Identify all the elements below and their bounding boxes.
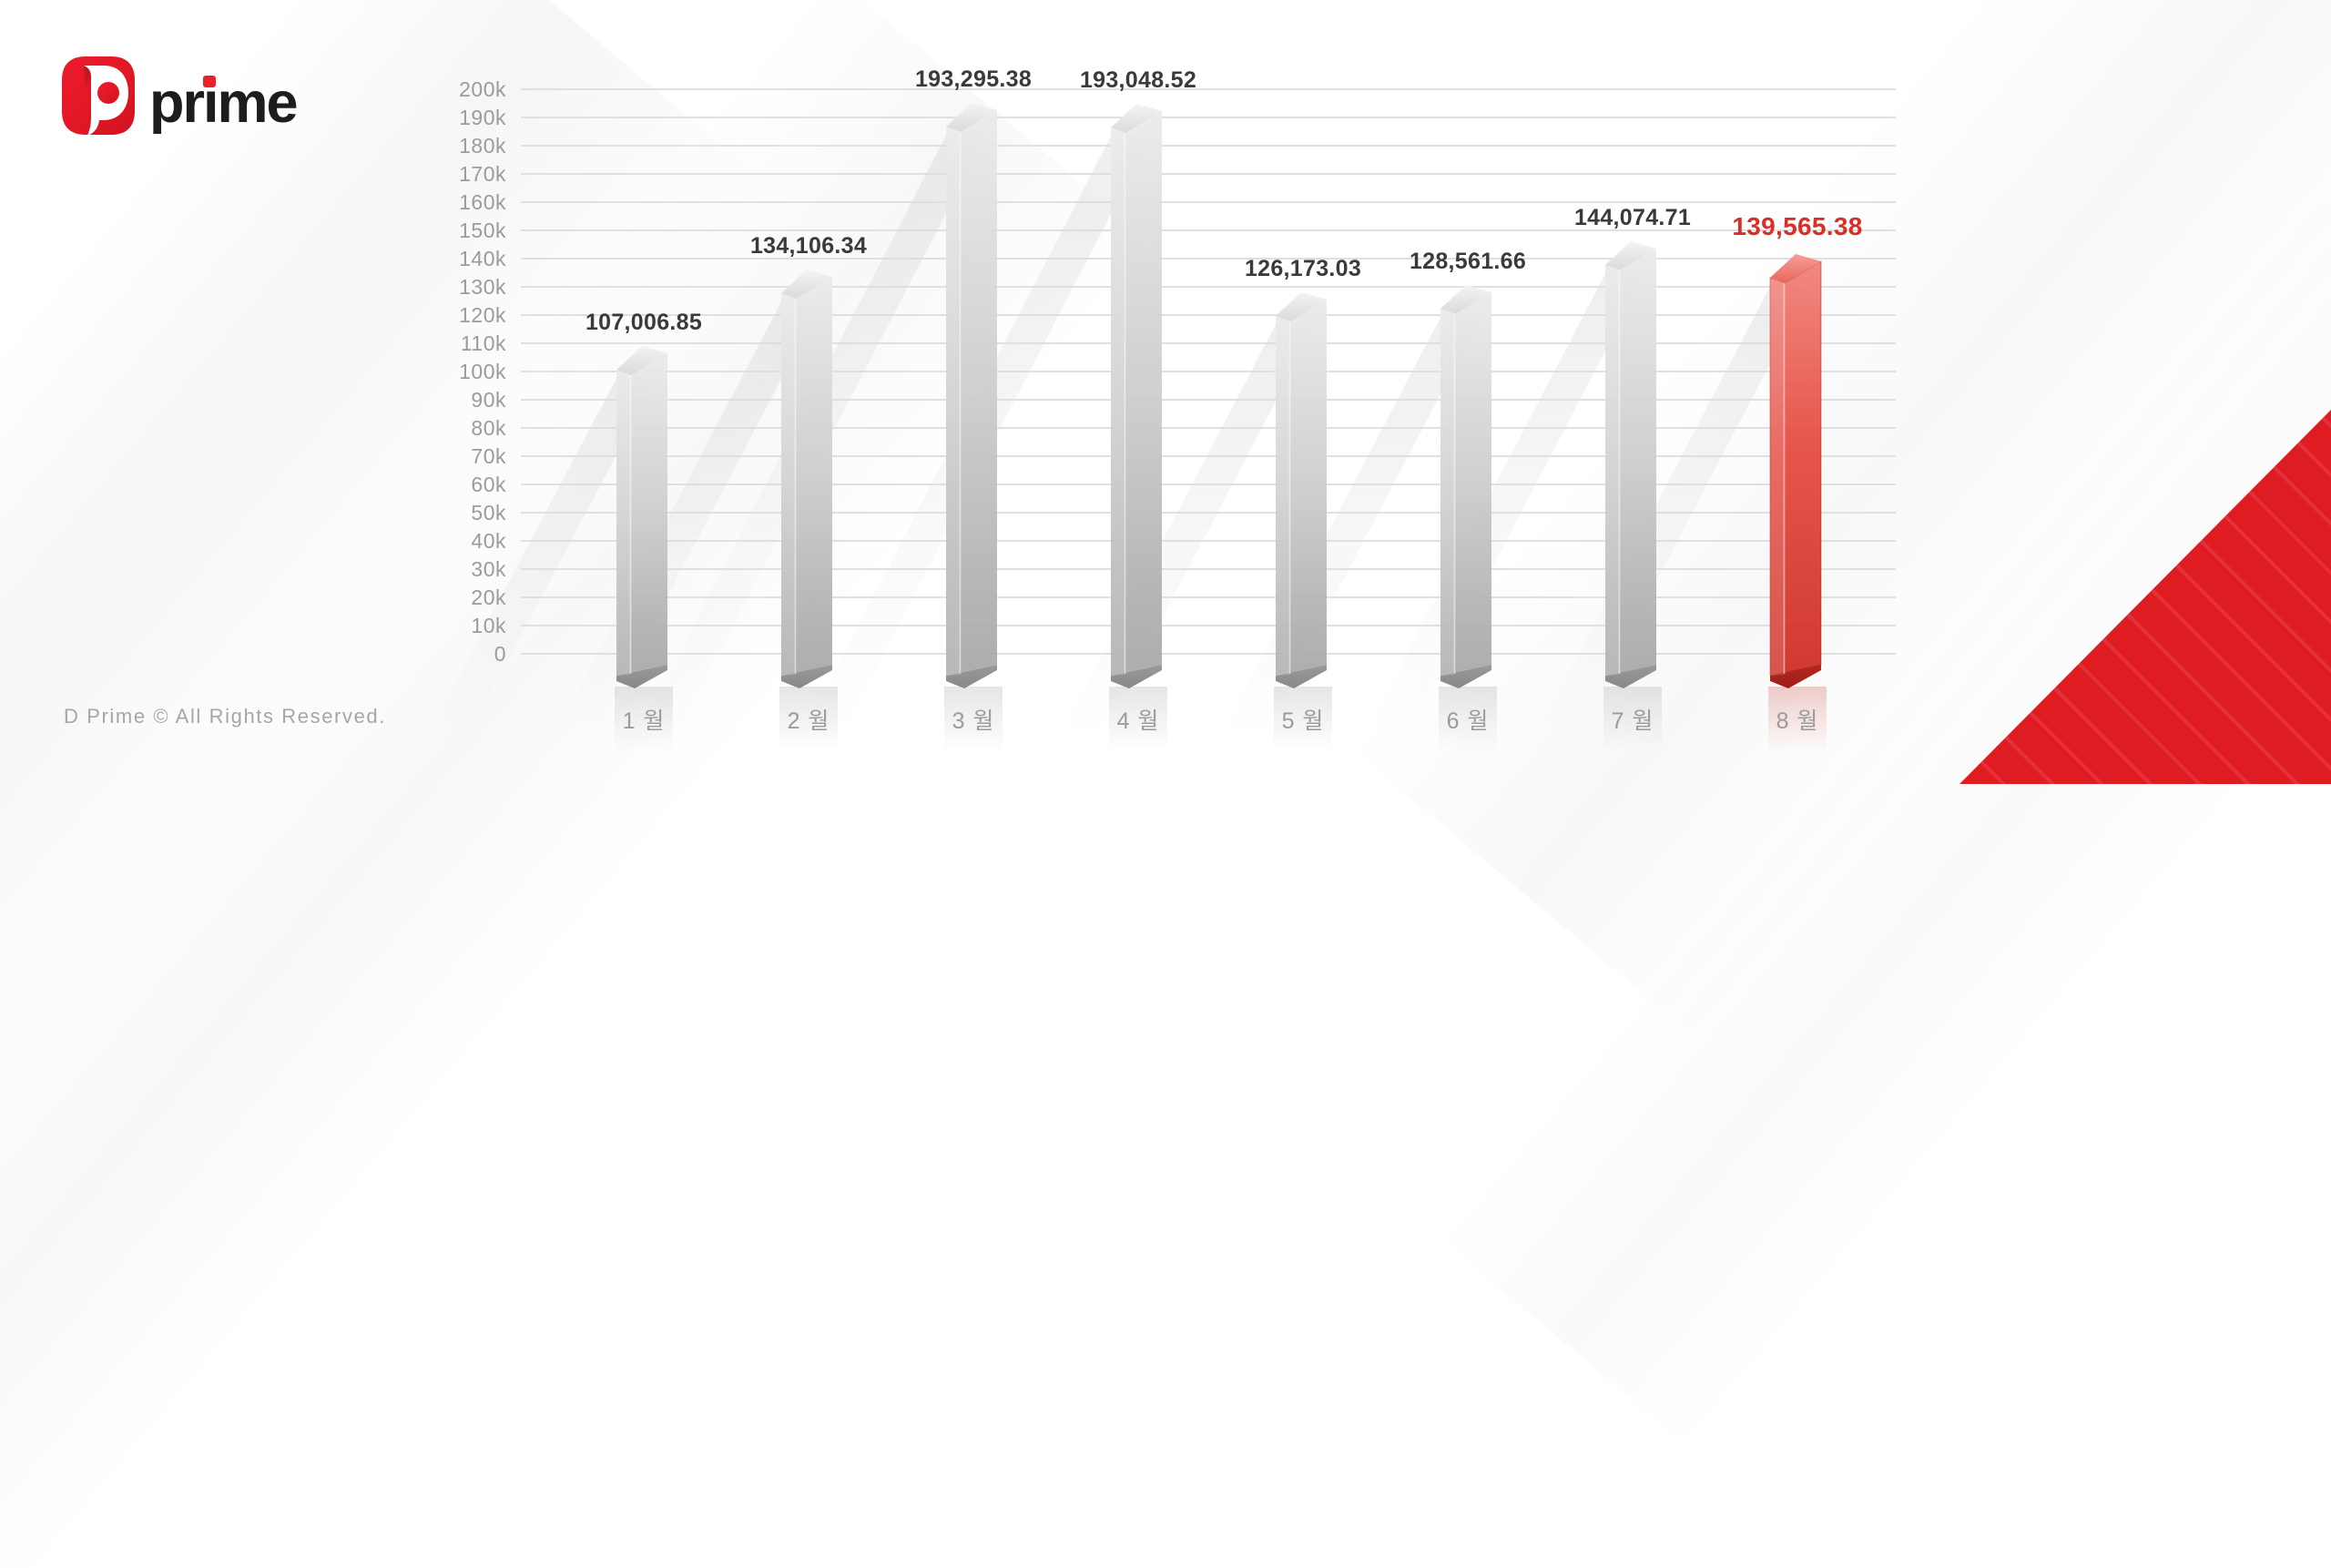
bar-front-face [781, 277, 832, 676]
bar-cast-shadow [433, 372, 655, 736]
bar-bottom-face [1276, 665, 1327, 688]
bar-chart [433, 88, 1896, 752]
bar-left-sheen [1276, 316, 1289, 676]
bar-left-sheen [946, 127, 960, 676]
bar-front-face [1440, 292, 1491, 676]
bar-left-sheen [616, 370, 630, 676]
brand-logo: prime [60, 55, 299, 137]
bar-left-sheen [1111, 127, 1125, 676]
bar-left-sheen [1440, 309, 1454, 676]
bar-front-face [616, 353, 667, 676]
bar [946, 103, 997, 688]
bar [1605, 241, 1656, 688]
bar-left-sheen [781, 293, 795, 676]
bar-cast-shadow [1369, 267, 1644, 736]
bar-top-face [781, 270, 832, 299]
bar-front-face [946, 110, 997, 676]
brand-i-dot [203, 76, 216, 87]
copyright-text: D Prime © All Rights Reserved. [64, 705, 386, 728]
bar [616, 346, 667, 688]
bar-bottom-face [1111, 665, 1162, 688]
bar-top-face [1605, 241, 1656, 270]
bar-top-face [1111, 104, 1162, 133]
bar-bottom-face [946, 665, 997, 688]
bar-top-face [946, 103, 997, 132]
bar-front-face [1111, 111, 1162, 676]
bar-front-face [1276, 300, 1327, 676]
bar-reflection [1274, 687, 1332, 752]
bar-reflection [944, 687, 1003, 752]
bar-reflection [1768, 687, 1827, 752]
bar-bottom-face [1440, 665, 1491, 688]
bar [1276, 292, 1327, 688]
bar-front-face [1605, 249, 1656, 676]
bar-left-sheen [1770, 278, 1784, 676]
bar-top-face [1440, 285, 1491, 314]
bar [781, 270, 832, 688]
d-logo-icon [62, 56, 135, 136]
bar-bottom-face [1770, 665, 1821, 688]
bar-highlight [1769, 254, 1822, 688]
brand-word-text: prime [149, 71, 299, 135]
bar-bottom-face [1605, 665, 1656, 688]
bar-top-face [616, 346, 667, 375]
bar-reflection [1439, 687, 1497, 752]
bar-reflection [1109, 687, 1167, 752]
bar-bottom-face [781, 665, 832, 688]
brand-wordmark: prime [149, 75, 299, 132]
bar [1440, 285, 1491, 688]
bar-reflection [615, 687, 673, 752]
bar-top-face [1770, 254, 1821, 283]
bar-top-face [1276, 292, 1327, 321]
bar-reflection [1603, 687, 1662, 752]
bar-bottom-face [616, 665, 667, 688]
bar [1111, 104, 1162, 688]
bar-reflection [779, 687, 838, 752]
bar-left-sheen [1605, 265, 1619, 676]
